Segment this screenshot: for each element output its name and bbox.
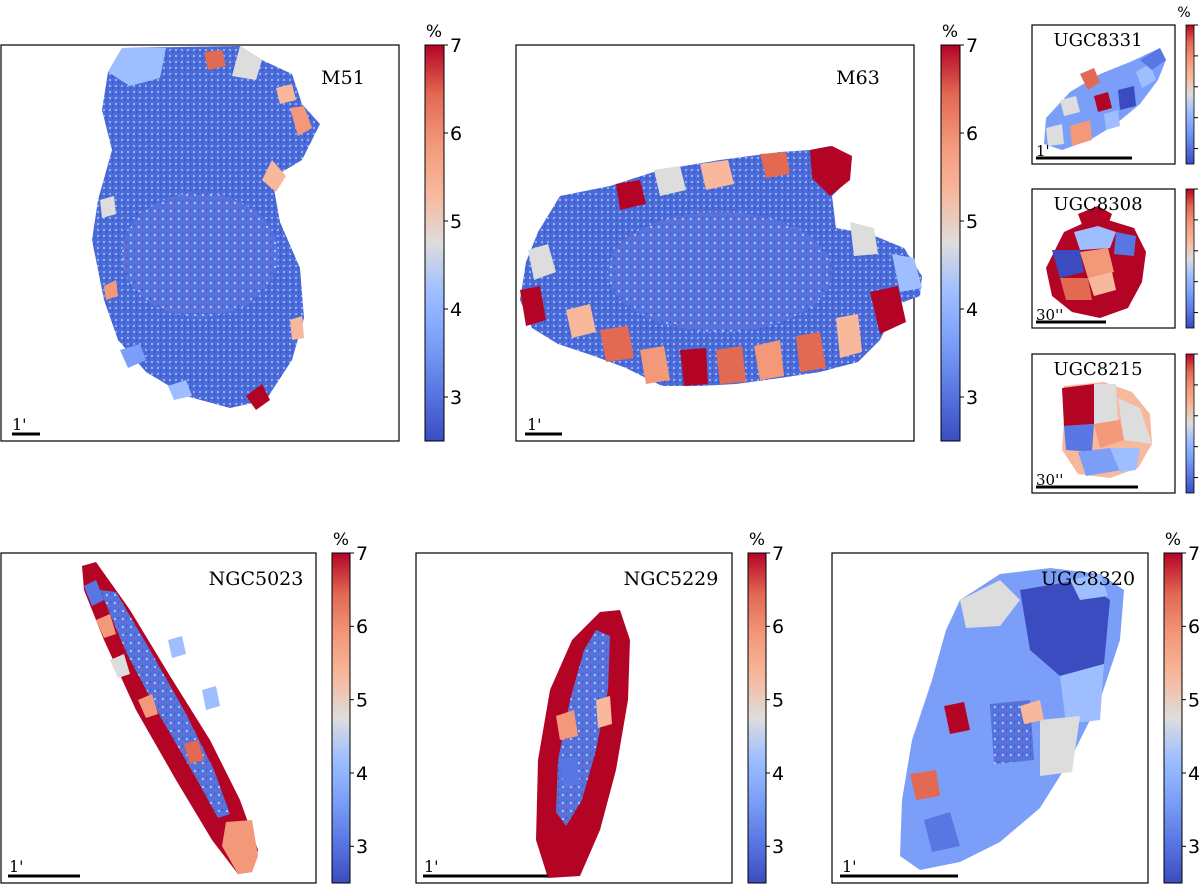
colorbar-tick-label: 6 <box>450 123 462 145</box>
panel-ngc5229: NGC5229 1' % 3 4 5 6 7 <box>415 530 784 884</box>
scale-label: 1' <box>527 415 542 434</box>
galaxy-map <box>520 146 922 386</box>
colorbar: % 3 4 5 6 7 <box>940 22 978 442</box>
panel-title: UGC8308 <box>1053 194 1142 215</box>
colorbar-tick-label: 6 <box>966 123 978 145</box>
colorbar-tick-label: 7 <box>450 35 462 57</box>
colorbar-tick-label: 6 <box>1188 616 1200 638</box>
panel-title: UGC8331 <box>1053 30 1142 51</box>
colorbar-tick-label: 7 <box>966 35 978 57</box>
colorbar-tick-label: 5 <box>772 690 784 712</box>
colorbar-tick-label: 6 <box>772 616 784 638</box>
colorbar-tick-label: 3 <box>1188 836 1200 858</box>
panel-title: UGC8215 <box>1053 359 1142 380</box>
colorbar-tick-label: 6 <box>356 616 368 638</box>
scale-label: 1' <box>12 415 27 434</box>
scale-label: 1' <box>424 857 439 876</box>
colorbar-tick-label: 3 <box>356 836 368 858</box>
galaxy-map <box>1044 48 1166 150</box>
colorbar-gradient <box>331 552 351 884</box>
colorbar-tick-label: 4 <box>772 763 784 785</box>
colorbar-tick-label: 4 <box>966 299 978 321</box>
colorbar-tick-label: 7 <box>356 543 368 565</box>
colorbar-label: % <box>426 22 442 42</box>
galaxy-map <box>82 562 258 874</box>
scale-label: 1' <box>1036 142 1050 160</box>
colorbar: % 3 4 5 6 7 <box>1163 530 1200 884</box>
colorbar-gradient <box>424 44 445 442</box>
colorbar-tick-label: 4 <box>450 299 462 321</box>
panel-title: M51 <box>321 67 365 89</box>
scale-label: 1' <box>9 857 24 876</box>
colorbar-gradient <box>1185 24 1195 165</box>
galaxy-map <box>1062 382 1152 478</box>
colorbar-gradient <box>1185 353 1195 494</box>
colorbar-gradient <box>1185 188 1195 329</box>
colorbar-tick-label: 4 <box>1188 763 1200 785</box>
panel-title: M63 <box>836 67 880 89</box>
colorbar-label: % <box>333 530 349 550</box>
colorbar-label: % <box>749 530 765 550</box>
galaxy-map <box>1046 206 1146 318</box>
colorbar-gradient <box>747 552 767 884</box>
colorbar-tick-label: 3 <box>966 387 978 409</box>
galaxy-map <box>92 46 320 410</box>
panel-m51: M51 1' % 3 4 5 6 7 <box>0 22 462 442</box>
colorbar-gradient <box>940 44 961 442</box>
colorbar-tick-label: 5 <box>356 690 368 712</box>
panel-m63: M63 1' % 3 4 5 6 7 <box>515 22 978 442</box>
colorbar-gradient <box>1163 552 1183 884</box>
panel-title: NGC5229 <box>624 568 719 590</box>
colorbar-tick-label: 3 <box>772 836 784 858</box>
colorbar-tick-label: 5 <box>450 211 462 233</box>
scale-label: 30'' <box>1036 306 1063 324</box>
panel-ugc8320: UGC8320 1' % 3 4 5 6 7 <box>831 530 1200 884</box>
colorbar-tick-label: 5 <box>1188 690 1200 712</box>
colorbar-tick-label: 5 <box>966 211 978 233</box>
colorbar-tick-label: 7 <box>772 543 784 565</box>
colorbar-label: % <box>1165 530 1181 550</box>
colorbar: % 3 4 5 6 7 <box>424 22 462 442</box>
galaxy-map <box>900 568 1124 870</box>
colorbar: % 3 4 5 6 7 <box>747 530 784 884</box>
panel-title: UGC8320 <box>1041 568 1135 590</box>
colorbar: % 3 4 5 6 7 <box>331 530 368 884</box>
colorbar-tick-label: 7 <box>1188 543 1200 565</box>
panel-title: NGC5023 <box>209 568 304 590</box>
colorbar-tick-label: 4 <box>356 763 368 785</box>
panel-ngc5023: NGC5023 1' % 3 4 5 6 7 <box>0 530 368 884</box>
colorbar-tick-label: 3 <box>450 387 462 409</box>
scale-label: 30'' <box>1036 471 1063 489</box>
galaxy-map <box>536 610 630 878</box>
colorbar-label: % <box>942 22 958 42</box>
scale-label: 1' <box>842 857 857 876</box>
colorbar-label: % <box>1177 5 1190 21</box>
